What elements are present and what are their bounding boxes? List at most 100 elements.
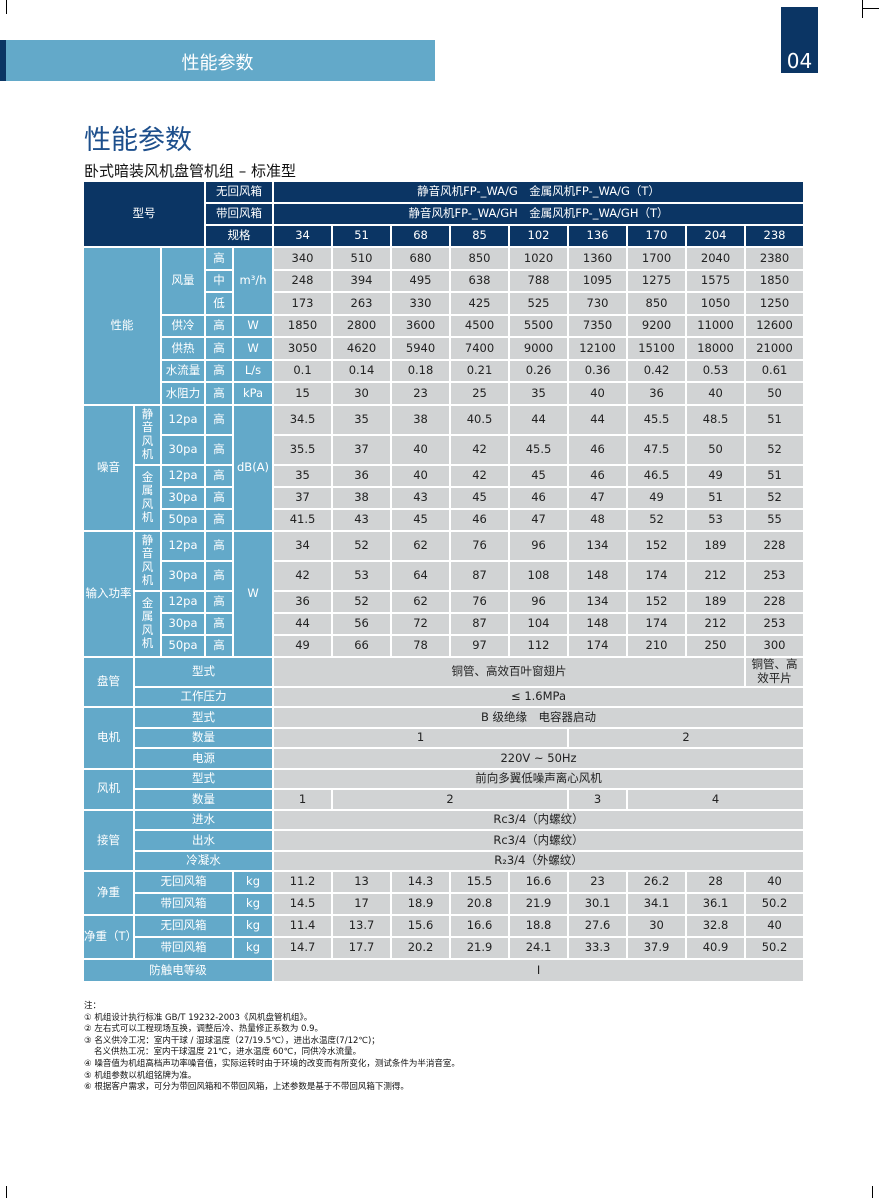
with-return-header: 带回风箱 bbox=[206, 204, 273, 224]
value-cell: 23 bbox=[569, 872, 627, 892]
note-item: 名义供热工况：室内干球温度 21℃，进水温度 60℃，同供冷水流量。 bbox=[94, 1047, 362, 1058]
value-cell: 2800 bbox=[333, 315, 391, 336]
value-cell: 26.2 bbox=[628, 872, 686, 892]
note-item: ④ 噪音值为机组高档声功率噪音值，实际运转时由于环境的改变而有所变化，测试条件为… bbox=[84, 1058, 460, 1069]
value-cell: 45 bbox=[510, 465, 568, 486]
value-cell: 253 bbox=[746, 613, 804, 634]
page-number-box: 04 bbox=[781, 7, 818, 73]
table-row: 净重 无回风箱 kg 11.2 13 14.3 15.5 16.6 23 26.2 28 40 bbox=[84, 872, 804, 914]
value-cell: 11.4 bbox=[274, 916, 332, 936]
value-cell: 96 bbox=[510, 591, 568, 612]
value-cell: 37 bbox=[333, 435, 391, 464]
value-cell: 0.61 bbox=[746, 360, 804, 381]
value-cell: 148 bbox=[569, 613, 627, 634]
table-cell: 高 bbox=[206, 487, 233, 508]
value-cell: 32.8 bbox=[687, 916, 745, 936]
fan-label: 风机 bbox=[84, 769, 133, 809]
table-row: 型号 无回风箱 静音风机FP-_WA/G 金属风机FP-_WA/G（T） bbox=[84, 182, 804, 246]
table-row: 30pa 高 42 53 64 87 108 148 174 212 253 bbox=[84, 561, 804, 590]
value-cell: 48 bbox=[569, 509, 627, 530]
value-cell: 5940 bbox=[392, 338, 450, 359]
value-cell: 44 bbox=[569, 405, 627, 434]
value-cell: 46 bbox=[510, 487, 568, 508]
value-cell: 1250 bbox=[746, 293, 804, 314]
value-cell: 96 bbox=[510, 531, 568, 560]
value-cell: 37.9 bbox=[628, 938, 686, 958]
table-row: 净重（T） 无回风箱 kg 11.4 13.7 15.6 16.6 18.8 27.6 30 32.… bbox=[84, 916, 804, 958]
table-row: 金属风机 12pa 高 36 52 62 76 96 134 152 189 228 bbox=[84, 591, 804, 656]
value-cell: 212 bbox=[687, 561, 745, 590]
value-cell: 42 bbox=[274, 561, 332, 590]
table-cell: 3 bbox=[569, 790, 627, 809]
value-cell: 24.1 bbox=[510, 938, 568, 958]
pressure-label: 12pa bbox=[162, 531, 205, 560]
value-cell: 35 bbox=[333, 405, 391, 434]
value-cell: 40.9 bbox=[687, 938, 745, 958]
value-cell: 108 bbox=[510, 561, 568, 590]
value-cell: 30.1 bbox=[569, 894, 627, 914]
table-cell: 220V ~ 50Hz bbox=[274, 749, 804, 768]
pressure-label: 30pa bbox=[162, 613, 205, 634]
value-cell: 55 bbox=[746, 509, 804, 530]
table-cell: 高 bbox=[206, 509, 233, 530]
pressure-label: 12pa bbox=[162, 405, 205, 434]
table-cell: 数量 bbox=[135, 728, 273, 747]
table-row: 噪音静音风机 12pa 高 dB(A) 34.5 35 38 40.5 44 44 45.5 48.5… bbox=[84, 405, 804, 530]
table-cell: 铜管、高效百叶窗翅片 bbox=[274, 657, 745, 686]
value-cell: 45.5 bbox=[510, 435, 568, 464]
value-cell: 204 bbox=[687, 226, 745, 246]
notes: 注： ① 机组设计执行标准 GB/T 19232-2003《风机盘管机组》。 ②… bbox=[84, 1001, 460, 1094]
value-cell: 33.3 bbox=[569, 938, 627, 958]
value-cell: 52 bbox=[746, 487, 804, 508]
value-cell: 1575 bbox=[687, 270, 745, 291]
note-item: ① 机组设计执行标准 GB/T 19232-2003《风机盘管机组》。 bbox=[84, 1012, 313, 1023]
value-cell: 25 bbox=[451, 383, 509, 404]
table-cell: 高 bbox=[206, 315, 233, 336]
value-cell: 62 bbox=[392, 591, 450, 612]
table-cell: 前向多翼低噪声离心风机 bbox=[274, 769, 804, 788]
page-number: 04 bbox=[786, 49, 813, 73]
value-cell: 1275 bbox=[628, 270, 686, 291]
table-cell: B 级绝缘 电容器启动 bbox=[274, 708, 804, 727]
pressure-label: 50pa bbox=[162, 635, 205, 656]
value-cell: 0.26 bbox=[510, 360, 568, 381]
table-row: 电源 220V ~ 50Hz bbox=[84, 749, 804, 768]
table-row: 带回风箱 kg 14.7 17.7 20.2 21.9 24.1 33.3 37.9 40.9 50… bbox=[84, 938, 804, 958]
table-cell: 高 bbox=[206, 465, 233, 486]
value-cell: 170 bbox=[628, 226, 686, 246]
table-row: 数量 1 2 3 4 bbox=[84, 790, 804, 809]
value-cell: 5500 bbox=[510, 315, 568, 336]
value-cell: 2040 bbox=[687, 248, 745, 269]
value-cell: 40 bbox=[392, 465, 450, 486]
value-cell: 51 bbox=[687, 487, 745, 508]
note-item: ⑤ 机组参数以机组铭牌为准。 bbox=[84, 1070, 197, 1081]
value-cell: 112 bbox=[510, 635, 568, 656]
value-cell: 16.6 bbox=[451, 916, 509, 936]
value-cell: 11.2 bbox=[274, 872, 332, 892]
value-cell: 4500 bbox=[451, 315, 509, 336]
value-cell: 134 bbox=[569, 531, 627, 560]
table-row: 金属风机 12pa 高 35 36 40 42 45 46 46.5 49 51 bbox=[84, 465, 804, 530]
table-cell: 2 bbox=[333, 790, 568, 809]
value-cell: 18.8 bbox=[510, 916, 568, 936]
value-cell: 35 bbox=[510, 383, 568, 404]
value-cell: 1700 bbox=[628, 248, 686, 269]
model-no-return: 静音风机FP-_WA/G 金属风机FP-_WA/G（T） bbox=[274, 182, 804, 202]
value-cell: 76 bbox=[451, 591, 509, 612]
value-cell: 85 bbox=[451, 226, 509, 246]
value-cell: 49 bbox=[628, 487, 686, 508]
value-cell: 51 bbox=[746, 465, 804, 486]
value-cell: 0.42 bbox=[628, 360, 686, 381]
value-cell: 17 bbox=[333, 894, 391, 914]
table-cell: I bbox=[274, 960, 804, 981]
value-cell: 42 bbox=[451, 435, 509, 464]
value-cell: 50 bbox=[746, 383, 804, 404]
model-with-return: 静音风机FP-_WA/GH 金属风机FP-_WA/GH（T） bbox=[274, 204, 804, 224]
value-cell: 49 bbox=[687, 465, 745, 486]
piping-label: 接管 bbox=[84, 810, 133, 870]
value-cell: 38 bbox=[392, 405, 450, 434]
value-cell: 48.5 bbox=[687, 405, 745, 434]
table-cell: 型式 bbox=[135, 769, 273, 788]
value-cell: 2380 bbox=[746, 248, 804, 269]
value-cell: 13 bbox=[333, 872, 391, 892]
